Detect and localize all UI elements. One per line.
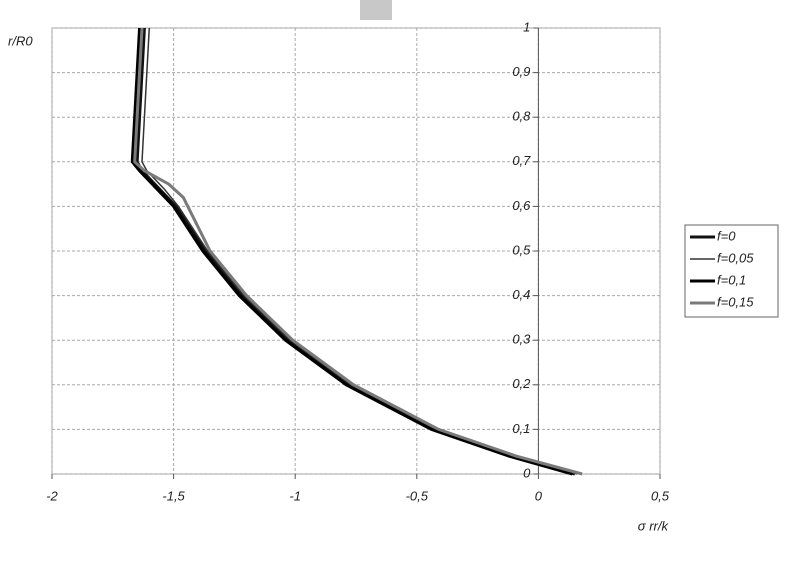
y-tick-label: 0,3	[512, 332, 531, 347]
legend-label: f=0,1	[717, 272, 746, 287]
y-tick-label: 1	[523, 19, 530, 34]
y-tick-label: 0,6	[512, 198, 531, 213]
y-tick-label: 0,9	[512, 64, 530, 79]
legend-label: f=0,15	[717, 294, 754, 309]
y-tick-label: 0,2	[512, 376, 531, 391]
legend-label: f=0,05	[717, 250, 754, 265]
x-tick-label: -1,5	[162, 488, 185, 503]
y-tick-label: 0,4	[512, 287, 530, 302]
x-tick-label: -2	[46, 488, 58, 503]
series-line	[133, 27, 583, 476]
y-tick-label: 0,7	[512, 153, 531, 168]
y-tick-label: 0	[523, 465, 531, 480]
y-tick-label: 0,5	[512, 242, 531, 257]
legend-label: f=0	[717, 228, 736, 243]
x-tick-label: -1	[289, 488, 301, 503]
x-tick-label: 0	[535, 488, 543, 503]
y-tick-label: 0,1	[512, 421, 530, 436]
y-tick-label: 0,8	[512, 109, 531, 124]
x-axis-label: σ rr/k	[638, 518, 670, 533]
x-tick-label: -0,5	[406, 488, 429, 503]
artifact	[360, 0, 392, 20]
y-axis-label: r/R0	[8, 33, 33, 48]
series-line	[130, 27, 573, 476]
x-tick-label: 0,5	[651, 488, 670, 503]
